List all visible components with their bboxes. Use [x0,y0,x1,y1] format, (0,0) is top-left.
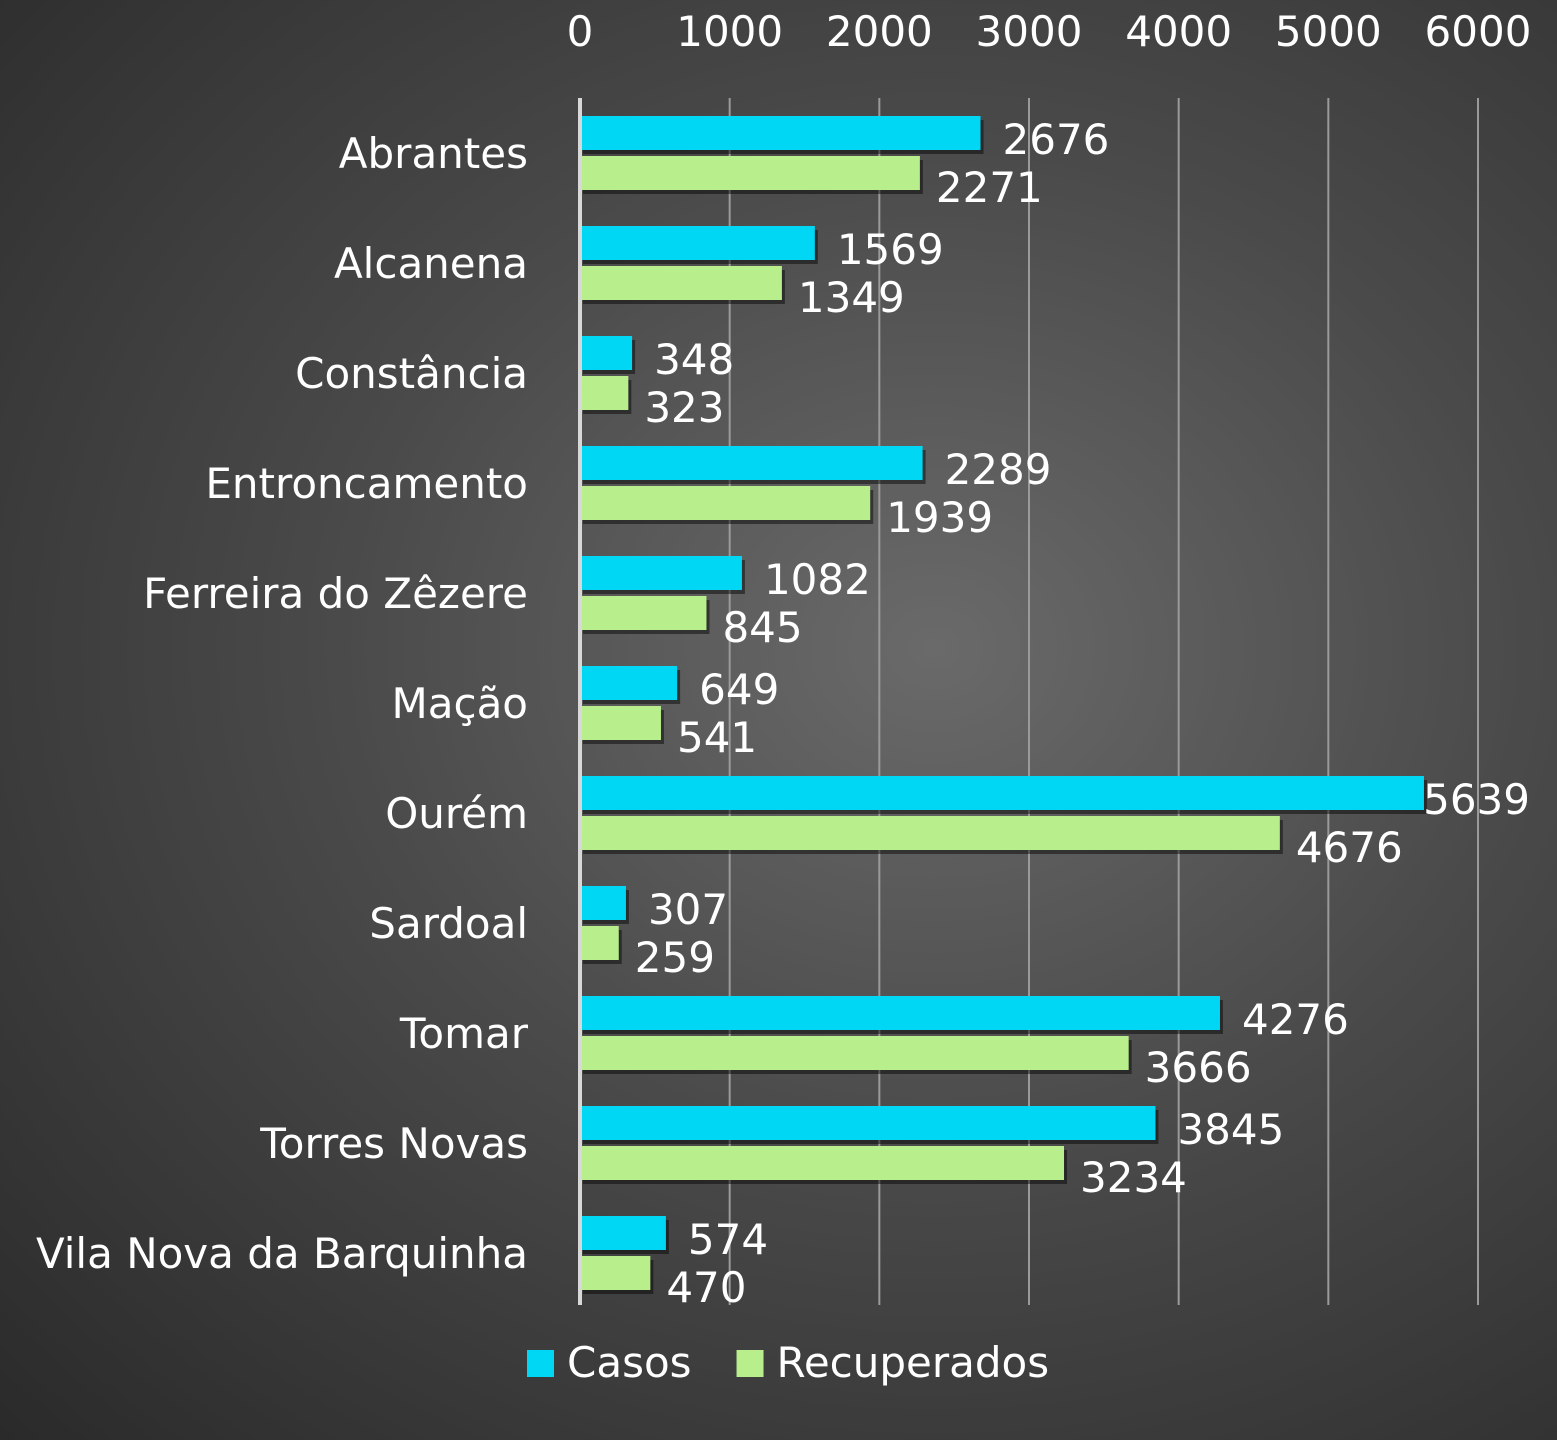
category-label: Ferreira do Zêzere [143,569,528,618]
x-tick-label: 6000 [1425,7,1532,56]
recuperados-bar [580,816,1280,850]
data-label: 1939 [886,493,993,542]
casos-bar [580,556,742,590]
casos-bar [580,776,1424,810]
recuperados-bar [580,156,920,190]
legend: Casos Recuperados [527,1338,1049,1387]
data-label: 574 [688,1215,768,1264]
recuperados-bar [580,706,661,740]
x-tick-label: 1000 [676,7,783,56]
recuperados-bar [580,926,619,960]
casos-bar [580,1216,666,1250]
recuperados-bar [580,486,871,520]
casos-bar [580,336,633,370]
data-label: 323 [644,383,724,432]
data-label: 259 [635,933,715,982]
x-tick-label: 3000 [976,7,1083,56]
recuperados-bar [580,596,707,630]
category-label: Ourém [385,789,528,838]
data-label: 2271 [936,163,1043,212]
category-label: Tomar [399,1009,529,1058]
category-label: Torres Novas [259,1119,528,1168]
category-label: Entroncamento [205,459,528,508]
category-label: Sardoal [369,899,528,948]
recuperados-bar [580,1256,651,1290]
data-label: 1082 [764,555,871,604]
casos-bar [580,116,981,150]
recuperados-bar [580,266,782,300]
data-label: 3234 [1080,1153,1187,1202]
casos-bar [580,996,1220,1030]
recuperados-bar [580,1036,1129,1070]
data-label: 1349 [798,273,905,322]
data-label: 4676 [1296,823,1403,872]
data-label: 5639 [1423,775,1530,824]
category-label: Alcanena [334,239,528,288]
data-label: 348 [654,335,734,384]
data-label: 541 [677,713,757,762]
legend-swatch [736,1350,764,1377]
x-tick-label: 0 [567,7,594,56]
casos-bar [580,886,626,920]
data-label: 845 [722,603,802,652]
gridlines [728,98,1479,1305]
x-tick-label: 4000 [1125,7,1232,56]
category-label: Vila Nova da Barquinha [36,1229,528,1278]
x-tick-label: 5000 [1275,7,1382,56]
casos-bar [580,666,678,700]
data-label: 3845 [1177,1105,1284,1154]
x-tick-label: 2000 [826,7,933,56]
x-axis-ticks: 0 1000 2000 3000 4000 5000 6000 [567,7,1532,56]
legend-label: Casos [567,1338,692,1387]
data-label: 1569 [837,225,944,274]
legend-label: Recuperados [777,1338,1050,1387]
data-label: 307 [648,885,728,934]
data-label: 4276 [1242,995,1349,1044]
casos-bar [580,446,923,480]
category-label: Mação [392,679,529,728]
category-label: Abrantes [339,129,528,178]
recuperados-bar [580,1146,1065,1180]
data-label: 3666 [1145,1043,1252,1092]
category-label: Constância [295,349,528,398]
data-label: 2676 [1003,115,1110,164]
bars [580,116,1427,1294]
data-label: 2289 [945,445,1052,494]
casos-bar [580,226,815,260]
category-labels: Abrantes Alcanena Constância Entroncamento F… [36,129,529,1278]
legend-swatch [527,1350,554,1377]
casos-bar [580,1106,1156,1140]
recuperados-bar [580,376,629,410]
data-label: 470 [666,1263,746,1312]
data-label: 649 [699,665,779,714]
